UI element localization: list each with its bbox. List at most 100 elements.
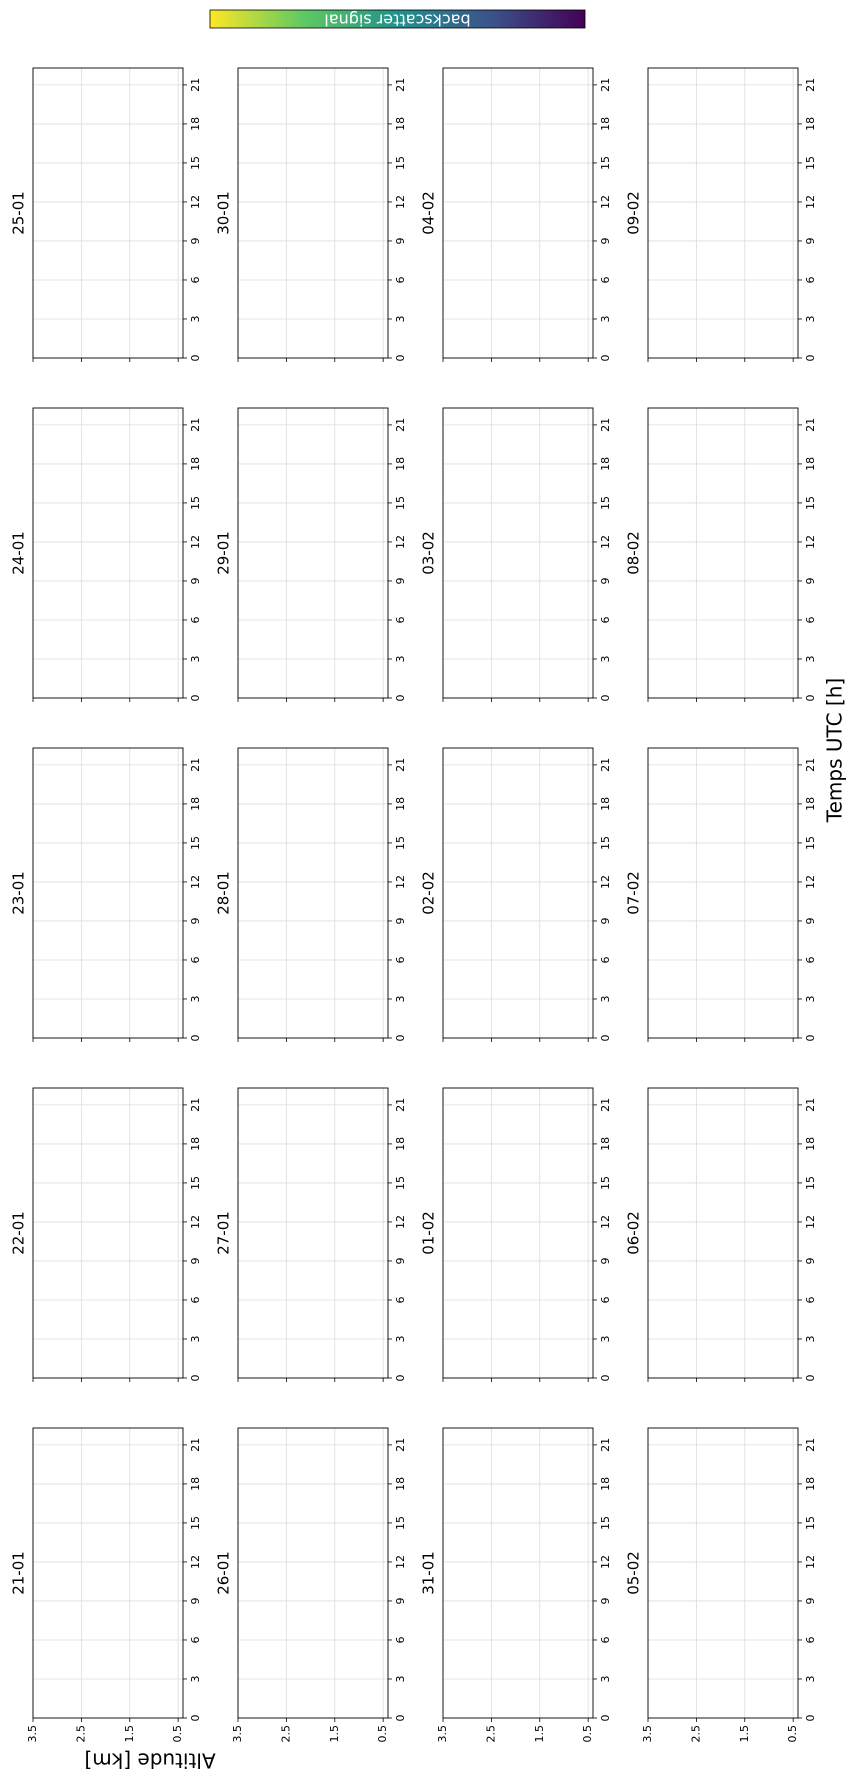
- y-tick-label: 1.5: [328, 1725, 341, 1743]
- plot-area: [238, 748, 388, 1038]
- x-tick-label: 9: [599, 577, 612, 584]
- x-tick-label: 21: [394, 78, 407, 92]
- plot-area: [238, 1428, 388, 1718]
- x-tick-label: 0: [189, 1035, 202, 1042]
- panel-title: 22-01: [10, 1211, 28, 1255]
- x-tick-label: 15: [394, 1176, 407, 1190]
- panel-title: 04-02: [420, 191, 438, 235]
- x-tick-label: 12: [599, 535, 612, 549]
- panel-title: 01-02: [420, 1211, 438, 1255]
- x-tick-label: 6: [394, 276, 407, 283]
- x-tick-label: 21: [804, 758, 817, 772]
- x-tick-label: 21: [599, 1098, 612, 1112]
- x-tick-label: 3: [394, 1675, 407, 1682]
- plot-area: [33, 408, 183, 698]
- x-tick-label: 12: [804, 1555, 817, 1569]
- x-tick-label: 21: [394, 1438, 407, 1452]
- plot-area: [648, 1428, 798, 1718]
- x-tick-label: 15: [599, 496, 612, 510]
- plot-frame: [32, 747, 184, 1039]
- x-tick-label: 21: [189, 78, 202, 92]
- x-tick-label: 15: [804, 1516, 817, 1530]
- plot-frame: [32, 1087, 184, 1379]
- x-tick-label: 6: [599, 1296, 612, 1303]
- x-tick-label: 3: [189, 315, 202, 322]
- x-tick-label: 21: [189, 1438, 202, 1452]
- plot-frame: [237, 1427, 389, 1719]
- panel-title: 09-02: [625, 191, 643, 235]
- colorbar: [209, 9, 586, 29]
- x-tick-label: 0: [394, 1035, 407, 1042]
- x-tick-label: 0: [599, 1375, 612, 1382]
- x-tick-label: 0: [804, 1035, 817, 1042]
- panel-title: 02-02: [420, 871, 438, 915]
- x-tick-label: 12: [189, 535, 202, 549]
- plot-frame: [442, 407, 594, 699]
- x-tick-label: 0: [599, 355, 612, 362]
- x-tick-label: 21: [599, 418, 612, 432]
- plot-area: [648, 408, 798, 698]
- panel-title: 26-01: [215, 1551, 233, 1595]
- x-tick-label: 3: [189, 1335, 202, 1342]
- panel-title: 27-01: [215, 1211, 233, 1255]
- x-tick-label: 18: [804, 457, 817, 471]
- x-tick-label: 18: [804, 1477, 817, 1491]
- x-tick-label: 12: [599, 1555, 612, 1569]
- x-tick-label: 18: [394, 1137, 407, 1151]
- x-tick-label: 6: [804, 956, 817, 963]
- plot-area: [443, 1088, 593, 1378]
- x-tick-label: 15: [804, 836, 817, 850]
- panel-title: 07-02: [625, 871, 643, 915]
- panel-title: 23-01: [10, 871, 28, 915]
- x-tick-label: 15: [189, 1516, 202, 1530]
- plot-area: [33, 68, 183, 358]
- x-tick-label: 15: [394, 1516, 407, 1530]
- x-tick-label: 9: [394, 1257, 407, 1264]
- x-tick-label: 18: [599, 1477, 612, 1491]
- x-tick-label: 18: [189, 797, 202, 811]
- x-tick-label: 18: [804, 797, 817, 811]
- plot-frame: [442, 747, 594, 1039]
- plot-area: [33, 748, 183, 1038]
- x-tick-label: 0: [804, 695, 817, 702]
- x-tick-label: 21: [804, 1098, 817, 1112]
- x-tick-label: 21: [189, 758, 202, 772]
- x-tick-label: 18: [394, 797, 407, 811]
- x-tick-label: 3: [394, 655, 407, 662]
- x-tick-label: 12: [394, 195, 407, 209]
- x-tick-label: 15: [599, 156, 612, 170]
- x-tick-label: 9: [804, 1257, 817, 1264]
- x-tick-label: 9: [189, 577, 202, 584]
- x-tick-label: 18: [599, 797, 612, 811]
- y-tick-label: 3.5: [436, 1725, 449, 1743]
- x-tick-label: 3: [804, 655, 817, 662]
- x-tick-label: 0: [189, 1715, 202, 1722]
- x-tick-label: 3: [394, 315, 407, 322]
- y-tick-label: 0.5: [581, 1725, 594, 1743]
- x-tick-label: 9: [189, 917, 202, 924]
- plot-frame: [442, 1427, 594, 1719]
- plot-area: [238, 408, 388, 698]
- x-tick-label: 12: [599, 1215, 612, 1229]
- y-tick-label: 0.5: [376, 1725, 389, 1743]
- x-tick-label: 21: [394, 1098, 407, 1112]
- plot-frame: [647, 1087, 799, 1379]
- x-tick-label: 3: [599, 1675, 612, 1682]
- x-tick-label: 18: [189, 1477, 202, 1491]
- x-tick-label: 9: [804, 917, 817, 924]
- x-tick-label: 3: [394, 995, 407, 1002]
- x-tick-label: 0: [599, 1715, 612, 1722]
- y-tick-label: 1.5: [533, 1725, 546, 1743]
- y-tick-label: 0.5: [171, 1725, 184, 1743]
- plot-frame: [32, 67, 184, 359]
- y-tick-label: 3.5: [26, 1725, 39, 1743]
- x-tick-label: 12: [189, 875, 202, 889]
- x-tick-label: 3: [599, 655, 612, 662]
- x-tick-label: 9: [189, 237, 202, 244]
- x-tick-label: 18: [804, 1137, 817, 1151]
- panel-title: 06-02: [625, 1211, 643, 1255]
- x-tick-label: 12: [189, 1215, 202, 1229]
- x-tick-label: 6: [394, 1636, 407, 1643]
- x-tick-label: 15: [804, 1176, 817, 1190]
